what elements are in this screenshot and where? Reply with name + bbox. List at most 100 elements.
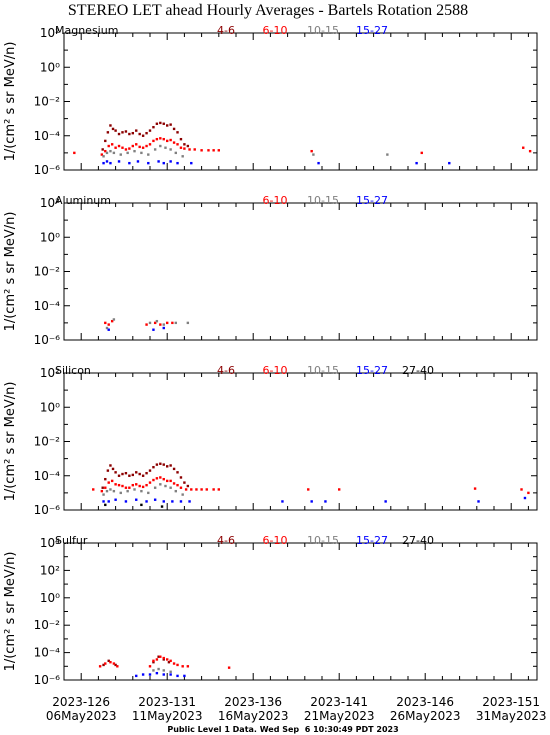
data-point	[114, 498, 117, 501]
data-point	[186, 321, 190, 325]
data-point	[188, 500, 191, 503]
data-point	[164, 146, 167, 149]
data-point	[112, 318, 116, 321]
data-point	[100, 153, 104, 156]
y-tick-label: 10⁰	[40, 230, 60, 244]
data-point	[179, 137, 183, 141]
data-point	[176, 131, 179, 134]
series-15-27	[135, 671, 186, 678]
data-point	[190, 161, 193, 165]
data-point	[148, 665, 152, 668]
data-point	[415, 161, 418, 165]
data-point	[386, 153, 389, 156]
data-point	[162, 500, 165, 503]
data-point	[107, 323, 110, 326]
data-point	[281, 500, 284, 503]
data-point	[324, 500, 327, 503]
data-point	[135, 471, 138, 474]
series-10-15	[102, 144, 389, 158]
data-point	[155, 477, 159, 480]
data-point	[528, 149, 532, 153]
plot-frame	[63, 32, 538, 171]
y-tick-label: 10⁻⁶	[34, 163, 61, 177]
data-point	[107, 659, 110, 663]
legend-10-15: 10-15	[307, 194, 339, 207]
data-point	[114, 471, 117, 474]
data-point	[106, 469, 110, 472]
data-point	[145, 483, 148, 487]
data-point	[181, 665, 184, 668]
data-point	[477, 500, 480, 503]
data-point	[119, 153, 122, 156]
data-point	[179, 146, 183, 149]
data-point	[104, 139, 107, 143]
data-point	[121, 146, 124, 149]
data-point	[114, 129, 117, 132]
data-point	[135, 483, 138, 486]
data-point	[190, 488, 193, 491]
data-point	[162, 658, 165, 661]
x-tick-label-date: 26May2023	[390, 709, 461, 723]
data-point	[100, 489, 104, 493]
legend-6-10: 6-10	[263, 24, 288, 37]
data-point	[138, 484, 141, 488]
data-point	[111, 467, 115, 471]
y-axis-label: 1/(cm² s sr MeV/n)	[3, 42, 18, 162]
data-point	[169, 670, 172, 673]
data-point	[159, 483, 162, 486]
data-point	[109, 124, 112, 127]
data-point	[131, 131, 134, 135]
data-point	[104, 321, 107, 325]
data-point	[104, 149, 107, 153]
data-point	[140, 489, 143, 493]
data-point	[522, 146, 525, 149]
data-point	[174, 489, 177, 493]
data-point	[131, 483, 134, 487]
data-point	[114, 483, 117, 486]
data-point	[523, 496, 527, 500]
data-point	[112, 489, 116, 493]
data-point	[162, 477, 165, 481]
data-point	[107, 144, 110, 148]
y-tick-label: 10⁻⁶	[34, 503, 61, 517]
y-axis-label: 1/(cm² s sr MeV/n)	[3, 552, 18, 672]
data-point	[109, 660, 112, 664]
data-point	[153, 498, 157, 501]
data-point	[117, 132, 121, 136]
data-point	[109, 149, 112, 153]
series-27-40	[104, 503, 164, 508]
data-point	[183, 147, 186, 150]
data-point	[117, 160, 121, 163]
data-point	[162, 656, 165, 660]
data-point	[105, 151, 109, 155]
data-point	[116, 665, 119, 668]
data-point	[112, 662, 116, 665]
data-point	[162, 137, 165, 141]
data-point	[133, 149, 136, 153]
data-point	[155, 319, 159, 323]
data-point	[176, 471, 179, 474]
legend-27-40: 27-40	[402, 534, 434, 547]
x-tick-label-doy: 2023-131	[138, 695, 196, 709]
legend-15-27: 15-27	[356, 364, 388, 377]
data-point	[157, 667, 160, 671]
y-tick-label: 10⁻²	[34, 95, 61, 109]
data-point	[152, 465, 155, 469]
data-point	[101, 486, 104, 489]
legend-4-6: 4-6	[217, 364, 235, 377]
y-tick-label: 10⁻⁴	[34, 129, 61, 143]
data-point	[169, 148, 172, 151]
data-point	[310, 149, 313, 153]
data-point	[162, 161, 165, 165]
data-point	[183, 481, 186, 484]
data-point	[176, 663, 179, 667]
data-point	[135, 129, 138, 132]
panel-element-label: Silicon	[55, 364, 91, 377]
data-point	[227, 666, 231, 669]
data-point	[159, 476, 162, 479]
data-point	[172, 141, 176, 144]
x-tick-label-date: 11May2023	[132, 709, 203, 723]
panel-element-label: Aluminum	[55, 194, 111, 207]
legend-15-27: 15-27	[356, 534, 388, 547]
data-point	[181, 155, 184, 158]
